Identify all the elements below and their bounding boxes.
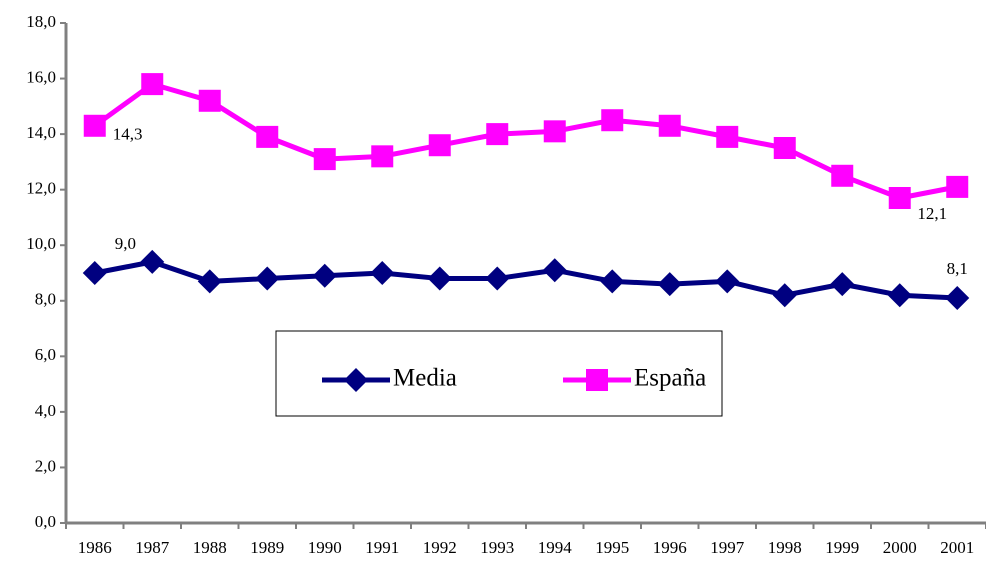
data-label: 14,3 [113,125,143,144]
data-point [141,73,164,96]
data-point [772,283,797,308]
x-tick-label: 2001 [940,538,974,557]
y-tick-label: 2,0 [35,456,56,475]
x-tick-label: 2000 [883,538,917,557]
data-point [256,125,279,148]
legend-box [275,330,723,417]
data-point [485,266,510,291]
x-tick-label: 1986 [78,538,112,557]
data-point [486,123,509,146]
data-point [888,187,911,209]
x-tick-label: 1992 [423,538,457,557]
y-tick-label: 16,0 [26,67,56,86]
x-tick-label: 1990 [308,538,342,557]
data-point [312,263,337,288]
data-point [601,109,624,132]
data-point [657,272,682,297]
x-tick-label: 1997 [710,538,745,557]
x-tick-label: 1989 [250,538,284,557]
x-tick-label: 1993 [480,538,514,557]
data-point [197,269,222,294]
series-line [94,259,958,301]
data-point [82,261,107,285]
y-tick-label: 4,0 [35,401,56,420]
legend-label: Media [393,365,457,392]
data-label: 9,0 [115,234,136,253]
y-tick-label: 14,0 [26,123,56,142]
data-point [255,266,280,291]
x-tick-label: 1994 [538,538,573,557]
data-point [658,114,681,137]
data-point [198,89,221,112]
data-point [83,114,106,137]
y-tick-label: 8,0 [35,290,56,309]
y-tick-label: 0,0 [35,512,56,531]
data-point [773,137,796,159]
data-point [945,286,970,310]
data-point [542,258,567,283]
y-tick-label: 10,0 [26,234,56,253]
data-point [946,175,969,198]
x-tick-label: 1996 [653,538,687,557]
x-tick-label: 1998 [768,538,802,557]
data-point [370,261,395,285]
data-point [600,269,625,294]
x-tick-label: 1987 [135,538,170,557]
x-tick-label: 1988 [193,538,227,557]
data-point [427,266,452,291]
data-point [140,249,165,274]
legend-marker [586,369,608,391]
data-point [371,145,394,168]
series-line [93,81,958,201]
x-tick-label: 1999 [825,538,859,557]
data-point [715,269,740,294]
y-tick-label: 18,0 [26,12,56,31]
y-tick-label: 6,0 [35,345,56,364]
data-label: 8,1 [947,259,968,278]
data-point [543,120,566,143]
data-point [428,134,451,157]
x-tick-label: 1995 [595,538,629,557]
data-point [716,125,739,148]
legend-marker [344,368,368,392]
x-tick-label: 1991 [365,538,399,557]
data-point [830,272,855,297]
legend-label: España [634,365,706,392]
data-point [887,283,912,308]
data-point [313,148,336,171]
data-label: 12,1 [917,204,947,223]
data-point [831,164,854,187]
y-tick-label: 12,0 [26,179,56,198]
